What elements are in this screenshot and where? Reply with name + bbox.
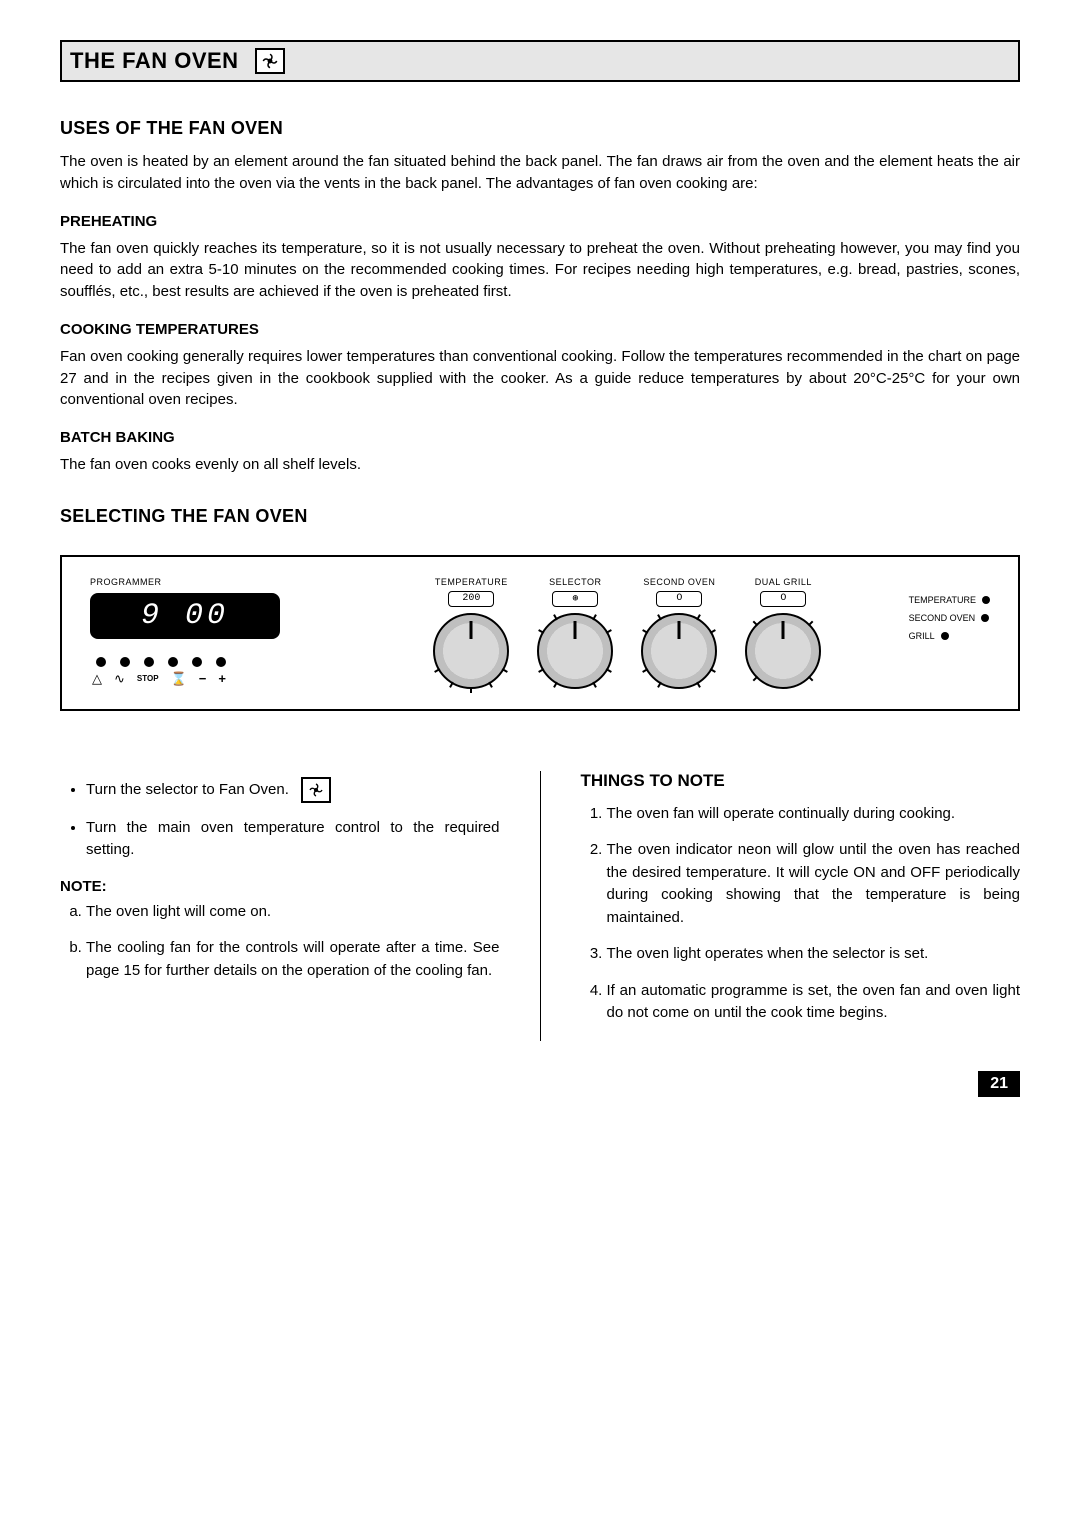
things-item: If an automatic programme is set, the ov…	[607, 980, 1021, 1025]
step-item: Turn the selector to Fan Oven.	[86, 777, 500, 803]
knob-window: ⊛	[552, 591, 598, 607]
things-item: The oven indicator neon will glow until …	[607, 839, 1021, 929]
left-column: Turn the selector to Fan Oven.	[60, 771, 500, 1041]
right-column: THINGS TO NOTE The oven fan will operate…	[581, 771, 1021, 1041]
knob-selector: SELECTOR ⊛	[537, 577, 613, 689]
glyph: △	[92, 671, 102, 687]
page-number: 21	[978, 1071, 1020, 1097]
knob-window: 200	[448, 591, 494, 607]
control-panel-figure: PROGRAMMER 9 00 △ ∿ STOP ⌛ − + TEMPERAT	[60, 555, 1020, 711]
knob-dial	[745, 613, 821, 689]
preheat-text: The fan oven quickly reaches its tempera…	[60, 238, 1020, 303]
selecting-heading: SELECTING THE FAN OVEN	[60, 506, 1020, 527]
things-item: The oven light operates when the selecto…	[607, 943, 1021, 966]
note-list: The oven light will come on. The cooling…	[60, 901, 500, 983]
section-header: THE FAN OVEN	[60, 40, 1020, 82]
programmer-block: PROGRAMMER 9 00 △ ∿ STOP ⌛ − +	[90, 577, 350, 687]
knob-dial	[433, 613, 509, 689]
batch-label: BATCH BAKING	[60, 429, 1020, 446]
page: THE FAN OVEN USES OF THE FAN OVEN The ov…	[0, 0, 1080, 1091]
note-item: The oven light will come on.	[86, 901, 500, 924]
programmer-label: PROGRAMMER	[90, 577, 350, 587]
led-label: TEMPERATURE	[909, 595, 976, 605]
fan-icon	[255, 48, 285, 74]
glyph: +	[218, 671, 226, 686]
knob-dial	[537, 613, 613, 689]
knob-dual-grill: DUAL GRILL O	[745, 577, 821, 689]
step-item: Turn the main oven temperature control t…	[86, 817, 500, 862]
column-divider	[540, 771, 541, 1041]
knob-temperature: TEMPERATURE 200	[433, 577, 509, 689]
led-dot	[941, 632, 949, 640]
section-title: THE FAN OVEN	[70, 48, 239, 74]
indicator-leds: TEMPERATURE SECOND OVEN GRILL	[909, 595, 990, 641]
note-item: The cooling fan for the controls will op…	[86, 937, 500, 982]
preheat-label: PREHEATING	[60, 213, 1020, 230]
things-heading: THINGS TO NOTE	[581, 771, 1021, 791]
knob-row: TEMPERATURE 200 SELECTOR ⊛	[390, 577, 865, 689]
uses-heading: USES OF THE FAN OVEN	[60, 118, 1020, 139]
led-dot	[982, 596, 990, 604]
knob-second-oven: SECOND OVEN O	[641, 577, 717, 689]
glyph: ∿	[114, 671, 125, 687]
led-label: SECOND OVEN	[909, 613, 976, 623]
knob-window: O	[656, 591, 702, 607]
cooktemp-label: COOKING TEMPERATURES	[60, 321, 1020, 338]
button-glyphs: △ ∿ STOP ⌛ − +	[92, 671, 350, 687]
lcd-display: 9 00	[90, 593, 280, 639]
knob-label: SECOND OVEN	[643, 577, 715, 587]
uses-intro: The oven is heated by an element around …	[60, 151, 1020, 195]
led-label: GRILL	[909, 631, 935, 641]
glyph: ⌛	[171, 671, 187, 687]
glyph: STOP	[137, 674, 159, 683]
batch-text: The fan oven cooks evenly on all shelf l…	[60, 454, 1020, 476]
knob-label: SELECTOR	[549, 577, 601, 587]
knob-label: DUAL GRILL	[755, 577, 812, 587]
button-dots	[96, 657, 350, 667]
knob-label: TEMPERATURE	[435, 577, 508, 587]
fan-icon	[301, 777, 331, 803]
lower-columns: Turn the selector to Fan Oven.	[60, 771, 1020, 1041]
led-dot	[981, 614, 989, 622]
steps-list: Turn the selector to Fan Oven.	[60, 777, 500, 862]
glyph: −	[199, 671, 207, 686]
things-list: The oven fan will operate continually du…	[581, 803, 1021, 1025]
step-text: Turn the selector to Fan Oven.	[86, 781, 289, 798]
cooktemp-text: Fan oven cooking generally requires lowe…	[60, 346, 1020, 411]
knob-window: O	[760, 591, 806, 607]
note-label: NOTE:	[60, 878, 500, 895]
things-item: The oven fan will operate continually du…	[607, 803, 1021, 826]
knob-dial	[641, 613, 717, 689]
